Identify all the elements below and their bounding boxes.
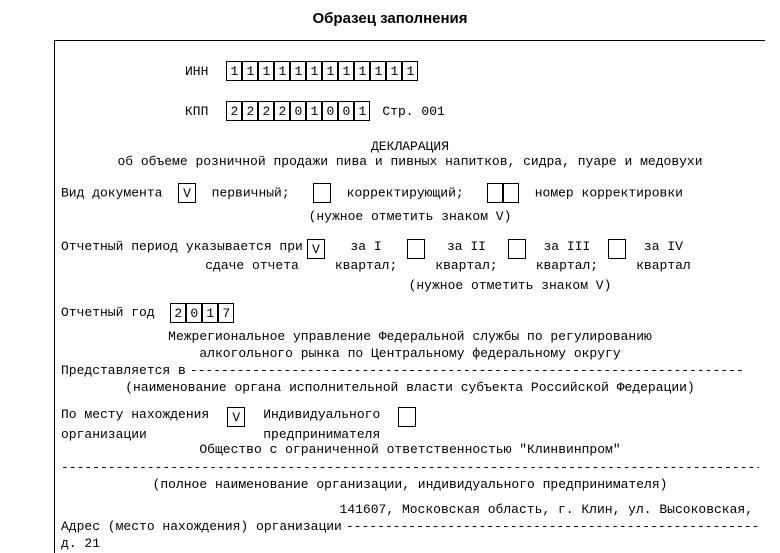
q4-checkbox[interactable] (608, 239, 626, 259)
kpp-d1: 2 (242, 101, 258, 121)
period-hint: (нужное отметить знаком V) (61, 276, 759, 296)
year-section: Отчетный год 2 0 1 7 (55, 303, 765, 323)
doc-type-hint: (нужное отметить знаком V) (61, 207, 759, 227)
kpp-d4: 0 (290, 101, 306, 121)
q4a: за IV (636, 237, 691, 257)
q3b: квартал; (536, 256, 598, 276)
primary-checkbox[interactable]: V (178, 183, 196, 203)
ip-checkbox[interactable] (398, 407, 416, 427)
dash-line-2: ----------------------------------------… (61, 460, 759, 477)
q3-checkbox[interactable] (508, 239, 526, 259)
inn-d5: 1 (306, 61, 322, 81)
address-section: 141607, Московская область, г. Клин, ул.… (55, 502, 765, 553)
inn-d3: 1 (274, 61, 290, 81)
kpp-label: КПП (185, 104, 208, 119)
loc-l1: По месту нахождения (61, 405, 209, 425)
presented-hint: (наименование органа исполнительной влас… (61, 380, 759, 396)
page-title: Образец заполнения (0, 0, 780, 27)
q1-checkbox[interactable]: V (307, 239, 325, 259)
period-l2: сдаче отчета (61, 256, 303, 276)
inn-cells: 1 1 1 1 1 1 1 1 1 1 1 1 (226, 61, 418, 81)
inn-d10: 1 (386, 61, 402, 81)
kpp-row: КПП 2 2 2 2 0 1 0 0 1 Стр. 001 (55, 101, 765, 121)
inn-label: ИНН (185, 64, 208, 79)
address-text: 141607, Московская область, г. Клин, ул.… (61, 502, 759, 519)
page-root: Образец заполнения ИНН 1 1 1 1 1 1 1 1 1… (0, 0, 780, 546)
authority-block: Межрегиональное управление Федеральной с… (55, 329, 765, 363)
address-label: Адрес (место нахождения) организации (61, 519, 342, 536)
y0: 2 (170, 303, 186, 323)
y2: 1 (202, 303, 218, 323)
authority-l1: Межрегиональное управление Федеральной с… (55, 329, 765, 346)
doc-type-section: Вид документа V первичный; корректирующи… (55, 183, 765, 227)
inn-d9: 1 (370, 61, 386, 81)
address-l2: д. 21 (61, 536, 759, 553)
presented-section: Представляется в -----------------------… (55, 363, 765, 395)
declaration-title: ДЕКЛАРАЦИЯ (55, 139, 765, 154)
kpp-d7: 0 (338, 101, 354, 121)
corr-number-text: номер корректировки (535, 185, 683, 200)
year-cells: 2 0 1 7 (170, 303, 234, 323)
orgname-underline: ----------------------------------------… (55, 460, 765, 492)
inn-d11: 1 (402, 61, 418, 81)
q2a: за II (435, 237, 497, 257)
q1b: квартал; (335, 256, 397, 276)
ip-l1: Индивидуального (263, 405, 380, 425)
q2b: квартал; (435, 256, 497, 276)
inn-d4: 1 (290, 61, 306, 81)
form-frame: ИНН 1 1 1 1 1 1 1 1 1 1 1 1 КПП 2 2 (54, 40, 765, 553)
dash-line-1: ----------------------------------------… (190, 363, 759, 380)
inn-d2: 1 (258, 61, 274, 81)
dash-line-3: ----------------------------------------… (346, 519, 759, 536)
kpp-d8: 1 (354, 101, 370, 121)
org-hint: (полное наименование организации, индиви… (61, 477, 759, 493)
org-checkbox[interactable]: V (227, 407, 245, 427)
inn-d0: 1 (226, 61, 242, 81)
y1: 0 (186, 303, 202, 323)
y3: 7 (218, 303, 234, 323)
inn-d1: 1 (242, 61, 258, 81)
page-num: Стр. 001 (382, 104, 444, 119)
loc-l2: организации (61, 425, 209, 445)
year-label: Отчетный год (61, 303, 155, 323)
inn-row: ИНН 1 1 1 1 1 1 1 1 1 1 1 1 (55, 61, 765, 81)
authority-l2: алкогольного рынка по Центральному федер… (55, 346, 765, 363)
inn-d7: 1 (338, 61, 354, 81)
kpp-d3: 2 (274, 101, 290, 121)
inn-d6: 1 (322, 61, 338, 81)
kpp-d0: 2 (226, 101, 242, 121)
q2-checkbox[interactable] (407, 239, 425, 259)
q3a: за III (536, 237, 598, 257)
declaration-subtitle: об объеме розничной продажи пива и пивны… (55, 154, 765, 169)
inn-d8: 1 (354, 61, 370, 81)
correcting-checkbox[interactable] (313, 183, 331, 203)
q4b: квартал (636, 256, 691, 276)
kpp-d2: 2 (258, 101, 274, 121)
doc-type-label: Вид документа (61, 185, 162, 200)
period-l1: Отчетный период указывается при (61, 237, 303, 257)
correcting-text: корректирующий; (347, 185, 464, 200)
q1a: за I (335, 237, 397, 257)
location-section: По месту нахождения организации V Индиви… (55, 405, 765, 460)
presented-label: Представляется в (61, 363, 186, 380)
primary-text: первичный; (212, 185, 290, 200)
period-section: Отчетный период указывается при сдаче от… (55, 237, 765, 296)
kpp-cells: 2 2 2 2 0 1 0 0 1 (226, 101, 370, 121)
kpp-d6: 0 (322, 101, 338, 121)
corr-number-boxes[interactable] (487, 183, 519, 203)
kpp-d5: 1 (306, 101, 322, 121)
